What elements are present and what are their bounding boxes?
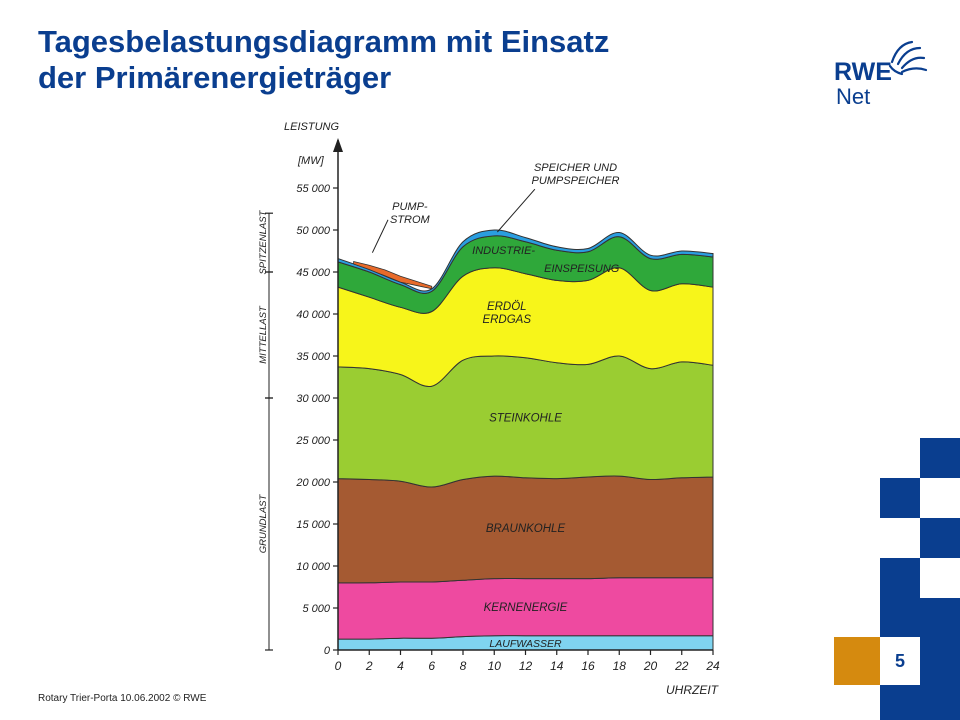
- chart-axes: [265, 138, 714, 655]
- footer-text: Rotary Trier-Porta 10.06.2002 © RWE: [38, 693, 207, 704]
- y-axis-unit: [MW]: [297, 155, 325, 167]
- x-tick-label: 2: [365, 659, 373, 673]
- y-tick-label: 15 000: [296, 519, 331, 531]
- series-label: PUMP-: [392, 201, 428, 213]
- x-tick-label: 6: [428, 659, 435, 673]
- load-curve-chart: 0 5 000 10 000 15 000 20 000 25 000 30 000 35 0…: [258, 121, 720, 697]
- x-axis-title: UHRZEIT: [666, 683, 720, 697]
- rwe-hand-logo-icon: [888, 40, 928, 76]
- slide-title: Tagesbelastungsdiagramm mit Einsatz der …: [38, 24, 798, 96]
- load-band-label: MITTELLAST: [258, 305, 269, 364]
- x-tick-label: 14: [550, 659, 564, 673]
- deco-square: [880, 685, 960, 720]
- y-tick-label: 20 000: [295, 477, 331, 489]
- series-label: INDUSTRIE-: [472, 245, 535, 257]
- x-tick-label: 24: [705, 659, 720, 673]
- leader-line: [371, 219, 389, 253]
- series-label: BRAUNKOHLE: [486, 523, 566, 535]
- deco-square: [880, 598, 920, 638]
- series-label: EINSPEISUNG: [544, 263, 620, 275]
- deco-square-orange: [834, 637, 880, 685]
- leader-line: [496, 188, 536, 233]
- y-tick-label: 55 000: [296, 183, 331, 195]
- series-label: ERDGAS: [482, 314, 531, 326]
- page-number: 5: [880, 637, 920, 685]
- y-tick-label: 30 000: [296, 393, 331, 405]
- y-axis-arrow-icon: [333, 138, 343, 152]
- logo-text-rwe: RWE: [834, 58, 892, 86]
- deco-square: [880, 558, 920, 598]
- deco-square: [920, 438, 960, 478]
- y-axis-title: LEISTUNG: [284, 121, 339, 133]
- x-tick-label: 22: [674, 659, 689, 673]
- rwe-net-logo: RWE Net: [834, 40, 928, 108]
- x-tick-label: 0: [335, 659, 342, 673]
- series-label: ERDÖL: [487, 301, 527, 313]
- x-tick-label: 8: [460, 659, 467, 673]
- y-tick-label: 5 000: [302, 603, 330, 615]
- x-tick-label: 18: [613, 659, 627, 673]
- series-label: STEINKOHLE: [489, 413, 562, 425]
- x-tick-label: 16: [581, 659, 595, 673]
- area-speicher-und-pumpspeicher: [337, 229, 714, 294]
- x-tick-label: 4: [397, 659, 404, 673]
- x-tick-label: 10: [488, 659, 502, 673]
- area-layers: [337, 229, 714, 651]
- y-tick-label: 35 000: [296, 351, 331, 363]
- area-pumpstrom: [353, 260, 433, 290]
- series-label: STROM: [390, 214, 431, 226]
- series-label: SPEICHER UND: [534, 162, 617, 174]
- deco-square: [920, 518, 960, 558]
- y-tick-label: 25 000: [295, 435, 331, 447]
- x-tick-label: 20: [643, 659, 658, 673]
- load-band-label: SPITZENLAST: [258, 209, 269, 274]
- y-tick-label: 50 000: [296, 225, 331, 237]
- x-tick-label: 12: [519, 659, 533, 673]
- series-label: KERNENERGIE: [484, 602, 568, 614]
- slide-title-line2: der Primärenergieträger: [38, 60, 392, 95]
- series-label: LAUFWASSER: [489, 638, 562, 650]
- deco-square: [880, 478, 920, 518]
- deco-square: [920, 598, 960, 638]
- y-tick-label: 10 000: [296, 561, 331, 573]
- deco-square: [920, 637, 960, 685]
- chart-labels: 0 5 000 10 000 15 000 20 000 25 000 30 000 35 0…: [258, 121, 720, 697]
- y-tick-label: 45 000: [296, 267, 331, 279]
- load-band-label: GRUNDLAST: [258, 494, 269, 554]
- logo-text-net: Net: [836, 84, 870, 108]
- y-tick-label: 0: [324, 645, 331, 657]
- y-tick-label: 40 000: [296, 309, 331, 321]
- series-label: PUMPSPEICHER: [531, 175, 619, 187]
- slide-title-line1: Tagesbelastungsdiagramm mit Einsatz: [38, 24, 610, 59]
